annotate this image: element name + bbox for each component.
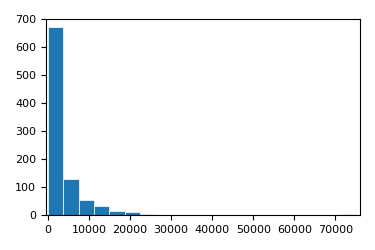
Bar bbox=[94, 206, 110, 215]
Bar bbox=[140, 214, 156, 215]
Bar bbox=[340, 214, 356, 215]
Bar bbox=[125, 212, 140, 215]
Bar bbox=[110, 210, 125, 215]
Bar bbox=[79, 200, 94, 215]
Bar bbox=[48, 27, 63, 215]
Bar bbox=[63, 179, 79, 215]
